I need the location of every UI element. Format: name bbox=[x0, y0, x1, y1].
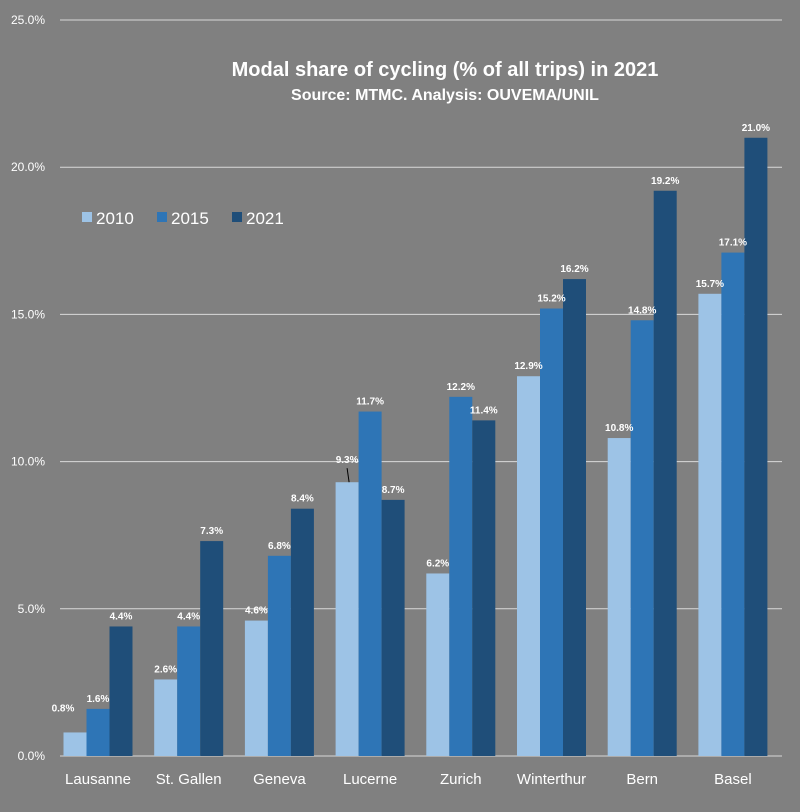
legend: 2010 2015 2021 bbox=[82, 209, 284, 228]
data-label-bern-2010: 10.8% bbox=[605, 423, 633, 434]
bar-zurich-2021 bbox=[472, 420, 496, 756]
bar-lucerne-2015 bbox=[358, 411, 382, 756]
data-label-basel-2015: 17.1% bbox=[719, 238, 747, 249]
data-label-lausanne-2015: 1.6% bbox=[87, 694, 110, 705]
chart-title: Modal share of cycling (% of all trips) … bbox=[232, 59, 659, 81]
bar-zurich-2010 bbox=[426, 573, 450, 756]
y-tick-label: 20.0% bbox=[11, 160, 45, 174]
bar-basel-2021 bbox=[744, 137, 768, 756]
data-label-geneva-2015: 6.8% bbox=[268, 541, 291, 552]
x-tick-label-lausanne: Lausanne bbox=[65, 771, 131, 788]
chart-subtitle: Source: MTMC. Analysis: OUVEMA/UNIL bbox=[291, 87, 599, 104]
data-label-zurich-2021: 11.4% bbox=[470, 405, 498, 416]
x-tick-label-basel: Basel bbox=[714, 771, 752, 788]
data-label-lausanne-2021: 4.4% bbox=[110, 611, 133, 622]
data-label-lucerne-2021: 8.7% bbox=[382, 485, 405, 496]
data-label-winterthur-2021: 16.2% bbox=[560, 264, 588, 275]
bar-basel-2015 bbox=[721, 252, 745, 757]
y-tick-label: 0.0% bbox=[18, 749, 46, 763]
data-label-winterthur-2010: 12.9% bbox=[514, 361, 542, 372]
label-leader-line bbox=[346, 468, 350, 483]
bar-lucerne-2021 bbox=[381, 499, 405, 756]
x-tick-label-st-gallen: St. Gallen bbox=[156, 771, 222, 788]
bar-bern-2015 bbox=[630, 320, 654, 756]
data-label-bern-2021: 19.2% bbox=[651, 176, 679, 187]
legend-swatch-2015 bbox=[157, 212, 167, 222]
x-tick-label-lucerne: Lucerne bbox=[343, 771, 397, 788]
data-label-winterthur-2015: 15.2% bbox=[537, 294, 565, 305]
bar-winterthur-2010 bbox=[517, 376, 540, 756]
bar-bern-2021 bbox=[653, 190, 677, 756]
x-axis-ticks: Lausanne St. Gallen Geneva Lucerne Zurich Win… bbox=[65, 771, 752, 788]
legend-swatch-2021 bbox=[232, 212, 242, 222]
x-tick-label-winterthur: Winterthur bbox=[517, 771, 586, 788]
bar-st-gallen-2015 bbox=[177, 626, 201, 756]
bar-basel-2010 bbox=[698, 293, 722, 756]
legend-label-2015: 2015 bbox=[171, 209, 209, 228]
x-tick-label-geneva: Geneva bbox=[253, 771, 306, 788]
y-tick-label: 25.0% bbox=[11, 13, 45, 27]
data-label-lucerne-2010: 9.3% bbox=[336, 455, 359, 466]
bar-geneva-2021 bbox=[290, 508, 314, 756]
bar-lausanne-2010 bbox=[63, 732, 87, 756]
bar-winterthur-2015 bbox=[540, 308, 563, 756]
y-tick-label: 5.0% bbox=[18, 602, 46, 616]
data-labels: 0.8% 1.6% 4.4% 2.6% 4.4% 7.3% 4.6% 6.8% 8.4% 9.3%… bbox=[52, 123, 771, 715]
data-label-bern-2015: 14.8% bbox=[628, 305, 656, 316]
bar-lausanne-2021 bbox=[109, 626, 133, 756]
y-tick-label: 10.0% bbox=[11, 455, 45, 469]
data-label-basel-2010: 15.7% bbox=[696, 279, 724, 290]
y-tick-label: 15.0% bbox=[11, 307, 45, 321]
y-axis-ticks: 0.0% 5.0% 10.0% 15.0% 20.0% 25.0% bbox=[11, 13, 45, 763]
legend-label-2010: 2010 bbox=[96, 209, 134, 228]
data-label-st-gallen-2015: 4.4% bbox=[177, 611, 200, 622]
bar-zurich-2015 bbox=[449, 396, 473, 756]
bar-winterthur-2021 bbox=[563, 279, 586, 756]
bar-geneva-2010 bbox=[244, 620, 268, 756]
data-label-lucerne-2015: 11.7% bbox=[356, 397, 384, 408]
data-label-zurich-2010: 6.2% bbox=[426, 558, 449, 569]
data-label-geneva-2021: 8.4% bbox=[291, 494, 314, 505]
bar-geneva-2015 bbox=[267, 555, 291, 756]
data-label-zurich-2015: 12.2% bbox=[447, 382, 475, 393]
data-label-st-gallen-2010: 2.6% bbox=[154, 664, 177, 675]
x-tick-label-zurich: Zurich bbox=[440, 771, 482, 788]
bar-st-gallen-2021 bbox=[200, 541, 224, 756]
legend-swatch-2010 bbox=[82, 212, 92, 222]
data-label-st-gallen-2021: 7.3% bbox=[200, 526, 223, 537]
data-label-lausanne-2010: 0.8% bbox=[52, 703, 75, 714]
bars bbox=[63, 137, 768, 757]
data-label-basel-2021: 21.0% bbox=[742, 123, 770, 134]
bar-bern-2010 bbox=[607, 438, 631, 756]
x-tick-label-bern: Bern bbox=[626, 771, 658, 788]
bar-lausanne-2015 bbox=[86, 708, 110, 756]
data-label-geneva-2010: 4.6% bbox=[245, 606, 268, 617]
legend-label-2021: 2021 bbox=[246, 209, 284, 228]
bar-st-gallen-2010 bbox=[154, 679, 178, 756]
bar-lucerne-2010 bbox=[335, 482, 359, 756]
